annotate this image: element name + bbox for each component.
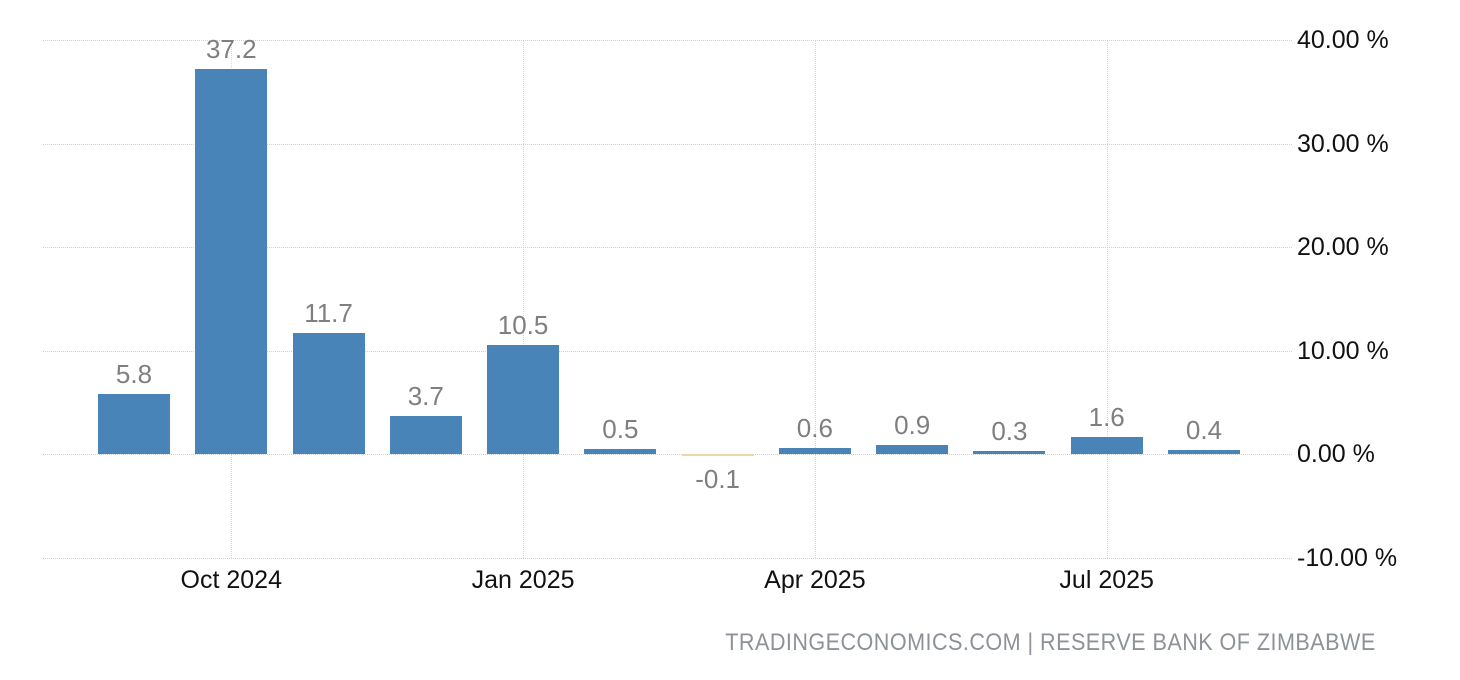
bar[interactable] — [584, 449, 657, 454]
bar[interactable] — [973, 451, 1046, 454]
x-axis-label: Jul 2025 — [1059, 566, 1154, 594]
bar-value-label: 0.4 — [1185, 415, 1223, 445]
bar-value-label: -0.1 — [695, 464, 741, 494]
bar-value-label: 11.7 — [304, 298, 353, 328]
bar-value-label: 0.3 — [991, 416, 1028, 446]
bar-value-label: 37.2 — [205, 34, 257, 64]
h-gridline — [43, 557, 1292, 559]
v-gridline — [1106, 40, 1108, 558]
bar-value-label: 3.7 — [407, 381, 444, 411]
bar-value-label: 0.5 — [602, 414, 639, 444]
y-axis-label: 30.00 % — [1297, 129, 1389, 158]
bar[interactable] — [1167, 450, 1240, 454]
bar[interactable] — [681, 454, 754, 456]
h-gridline — [43, 143, 1292, 145]
y-axis-label: 10.00 % — [1297, 336, 1389, 365]
bar[interactable] — [876, 445, 949, 454]
y-axis-label: -10.00 % — [1297, 543, 1398, 572]
bar[interactable] — [98, 394, 170, 454]
x-axis-label: Oct 2024 — [180, 566, 282, 594]
bar-value-label: 10.5 — [497, 310, 549, 340]
v-gridline — [814, 40, 816, 558]
attribution-label: TRADINGECONOMICS.COM | RESERVE BANK OF Z… — [725, 629, 1376, 656]
bar-value-label: 5.8 — [115, 359, 153, 389]
bar[interactable] — [292, 333, 365, 454]
y-axis-label: 0.00 % — [1297, 440, 1375, 468]
h-gridline — [43, 350, 1292, 352]
x-axis-label: Apr 2025 — [764, 566, 866, 594]
attribution-text: TRADINGECONOMICS.COM | RESERVE BANK OF Z… — [726, 629, 1376, 657]
bar-value-label: 0.9 — [894, 410, 931, 440]
bar[interactable] — [1070, 437, 1143, 454]
x-axis-label: Jan 2025 — [471, 566, 575, 594]
bar[interactable] — [389, 416, 462, 454]
bar-value-label: 0.6 — [796, 413, 833, 443]
h-gridline — [43, 454, 1292, 455]
y-axis-label: 20.00 % — [1297, 233, 1389, 261]
bar-value-label: 1.6 — [1088, 402, 1125, 432]
bar[interactable] — [195, 69, 268, 454]
bar[interactable] — [487, 345, 560, 454]
h-gridline — [43, 40, 1292, 41]
bar[interactable] — [778, 448, 851, 454]
y-axis-label: 40.00 % — [1297, 26, 1389, 54]
h-gridline — [43, 247, 1292, 248]
v-gridline — [523, 40, 525, 558]
